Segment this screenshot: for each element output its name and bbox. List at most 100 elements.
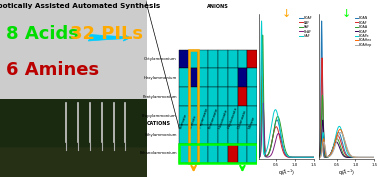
Text: Pentanoate: Pentanoate <box>208 107 219 129</box>
EOAN <box>319 20 324 22</box>
EOAPe <box>337 125 342 127</box>
Bar <box>179 87 189 106</box>
PeAF <box>297 156 301 158</box>
PAF <box>297 156 301 158</box>
EOAHep <box>372 156 376 158</box>
EOAPe <box>335 129 339 131</box>
Bar <box>237 87 247 106</box>
EOAP <box>357 156 362 158</box>
Line: HAF: HAF <box>259 21 314 157</box>
PAF <box>279 125 283 127</box>
HAF <box>297 156 301 158</box>
Bar <box>198 144 208 163</box>
PeAF <box>307 156 311 158</box>
Text: Propylammonium: Propylammonium <box>142 114 177 118</box>
EOAHex <box>335 133 339 135</box>
Bar <box>198 50 208 68</box>
EAF <box>257 155 261 157</box>
Line: PAF: PAF <box>259 35 314 157</box>
EOAF <box>317 156 322 158</box>
Bar <box>247 50 257 68</box>
Text: Heptanoate: Heptanoate <box>227 106 239 129</box>
Legend: EOAN, EOAF, EOAA, EOAP, EOAPe, EOAHex, EOAHep: EOAN, EOAF, EOAA, EOAP, EOAPe, EOAHex, E… <box>354 16 373 47</box>
Bar <box>0 99 147 146</box>
EOAA <box>357 156 361 158</box>
Bar <box>208 106 218 125</box>
Bar <box>218 144 228 163</box>
HAF <box>279 133 283 135</box>
PeAF <box>257 156 261 158</box>
EOAN <box>324 156 328 158</box>
Text: Octylammonium: Octylammonium <box>144 57 177 61</box>
Text: Ethanolammonium: Ethanolammonium <box>139 151 177 155</box>
EOAHep <box>339 132 344 134</box>
Bar <box>189 106 198 125</box>
Text: Robotically Assisted Automated Synthesis: Robotically Assisted Automated Synthesis <box>0 3 160 9</box>
EOAF <box>260 47 264 50</box>
Bar <box>218 50 228 68</box>
Bar <box>228 125 237 144</box>
HAF <box>275 111 279 113</box>
Bar <box>208 68 218 87</box>
Line: EOAHex: EOAHex <box>319 129 374 157</box>
Text: Octanoate: Octanoate <box>237 109 248 129</box>
EOAF <box>352 156 356 158</box>
EOAF <box>297 156 301 158</box>
EOAHep <box>339 132 343 134</box>
Bar <box>218 87 228 106</box>
EOAP <box>339 151 344 153</box>
EOAHep <box>357 156 361 158</box>
EOAHex <box>357 156 362 158</box>
Bar <box>179 144 257 163</box>
EOAF <box>257 156 261 158</box>
EAF <box>297 156 301 158</box>
Bar <box>237 106 247 125</box>
EAF <box>263 155 268 157</box>
Text: 6 Amines: 6 Amines <box>6 61 99 79</box>
EOAA <box>357 156 362 158</box>
EOAN <box>317 156 322 158</box>
EOAHep <box>317 156 322 158</box>
Bar <box>198 68 208 87</box>
Text: 32 PILs: 32 PILs <box>70 25 143 43</box>
EOAA <box>335 138 340 140</box>
Bar <box>208 125 218 144</box>
Bar <box>189 125 198 144</box>
Bar <box>179 68 189 87</box>
Bar <box>179 106 189 125</box>
Bar <box>218 68 228 87</box>
Bar <box>237 68 247 87</box>
EOAHep <box>335 138 339 140</box>
EOAPe <box>324 155 328 157</box>
EOAF <box>320 57 324 59</box>
PeAF <box>291 156 296 158</box>
Line: EOAF: EOAF <box>259 48 314 157</box>
X-axis label: q(Å$^{-1}$): q(Å$^{-1}$) <box>338 168 355 177</box>
Bar <box>198 106 208 125</box>
EOAF <box>308 156 313 158</box>
Text: ↓: ↓ <box>342 9 351 19</box>
EAF <box>260 75 265 77</box>
PeAF <box>311 156 316 158</box>
EOAN <box>370 156 375 158</box>
Bar <box>189 68 198 87</box>
EOAPe <box>357 156 362 158</box>
PAF <box>275 116 279 118</box>
Text: Pentylammonium: Pentylammonium <box>142 95 177 99</box>
EAF <box>291 156 296 158</box>
HAF <box>263 152 268 154</box>
EOAF <box>311 156 316 158</box>
Bar <box>228 144 237 163</box>
Line: EOAF: EOAF <box>319 58 374 157</box>
Bar <box>247 106 257 125</box>
EOAF <box>339 142 344 144</box>
PeAF <box>263 154 268 156</box>
Line: EOAA: EOAA <box>319 95 374 157</box>
EOAHep <box>352 156 356 158</box>
EOAP <box>364 156 369 158</box>
PeAF <box>279 137 283 139</box>
Line: EOAP: EOAP <box>319 120 374 157</box>
EOAF <box>369 156 373 158</box>
X-axis label: q(Å$^{-1}$): q(Å$^{-1}$) <box>278 168 295 177</box>
EOAA <box>317 156 322 158</box>
